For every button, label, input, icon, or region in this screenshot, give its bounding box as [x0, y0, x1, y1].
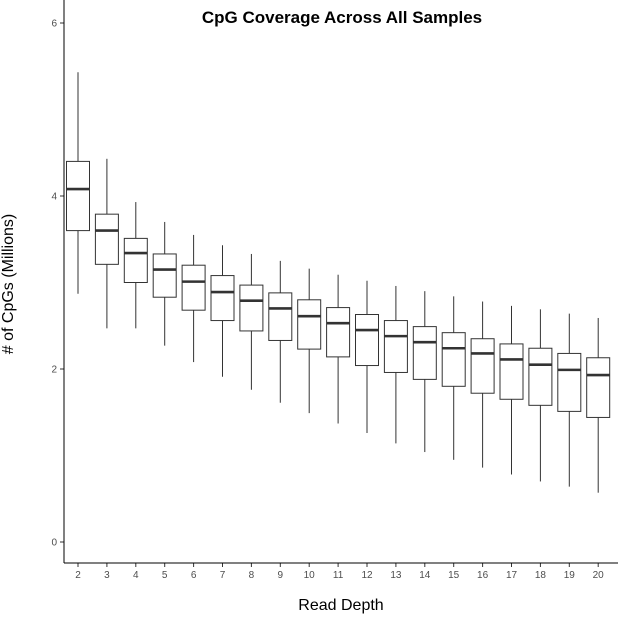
- x-tick-label-19: 19: [564, 570, 576, 581]
- x-tick-label-10: 10: [304, 570, 316, 581]
- x-tick-label-17: 17: [506, 570, 518, 581]
- box-5: [152, 253, 177, 298]
- box-14: [412, 326, 437, 380]
- box-3: [94, 213, 119, 265]
- box-18: [528, 347, 553, 406]
- box-9: [268, 292, 293, 341]
- y-tick-label-6: 6: [51, 19, 57, 30]
- box-16: [470, 338, 495, 394]
- box-2: [66, 160, 90, 232]
- y-tick-label-0: 0: [51, 538, 57, 549]
- box-11: [326, 307, 351, 358]
- x-tick-label-3: 3: [104, 570, 110, 581]
- box-12: [355, 314, 379, 367]
- box-15: [441, 332, 466, 387]
- box-17: [499, 343, 524, 400]
- x-tick-label-12: 12: [361, 570, 373, 581]
- box-20: [586, 357, 611, 418]
- y-tick-label-2: 2: [51, 365, 57, 376]
- y-axis-label: # of CpGs (Millions): [0, 214, 17, 354]
- x-tick-label-6: 6: [191, 570, 197, 581]
- x-tick-label-2: 2: [75, 570, 81, 581]
- chart-title: CpG Coverage Across All Samples: [202, 8, 482, 27]
- box-8: [239, 284, 264, 332]
- x-tick-label-4: 4: [133, 570, 139, 581]
- x-tick-label-8: 8: [249, 570, 255, 581]
- box-4: [123, 237, 148, 283]
- x-tick-label-13: 13: [390, 570, 402, 581]
- box-19: [557, 352, 582, 412]
- x-tick-label-16: 16: [477, 570, 489, 581]
- x-tick-label-14: 14: [419, 570, 431, 581]
- box-13: [383, 320, 408, 373]
- x-tick-label-18: 18: [535, 570, 547, 581]
- plot-area: 0 2 4 6 2 3 4 5 6 7 8 9 10 11 12 13 14 15 16 17 18 19 20: [51, 19, 611, 581]
- x-tick-label-20: 20: [593, 570, 605, 581]
- x-tick-label-5: 5: [162, 570, 168, 581]
- x-tick-label-15: 15: [448, 570, 460, 581]
- y-tick-label-4: 4: [51, 192, 57, 203]
- box-6: [181, 264, 206, 311]
- x-tick-label-11: 11: [333, 570, 344, 581]
- box-10: [297, 299, 322, 350]
- box-7: [210, 275, 235, 322]
- x-axis-label: Read Depth: [298, 597, 383, 614]
- x-tick-label-9: 9: [278, 570, 284, 581]
- x-tick-label-7: 7: [220, 570, 226, 581]
